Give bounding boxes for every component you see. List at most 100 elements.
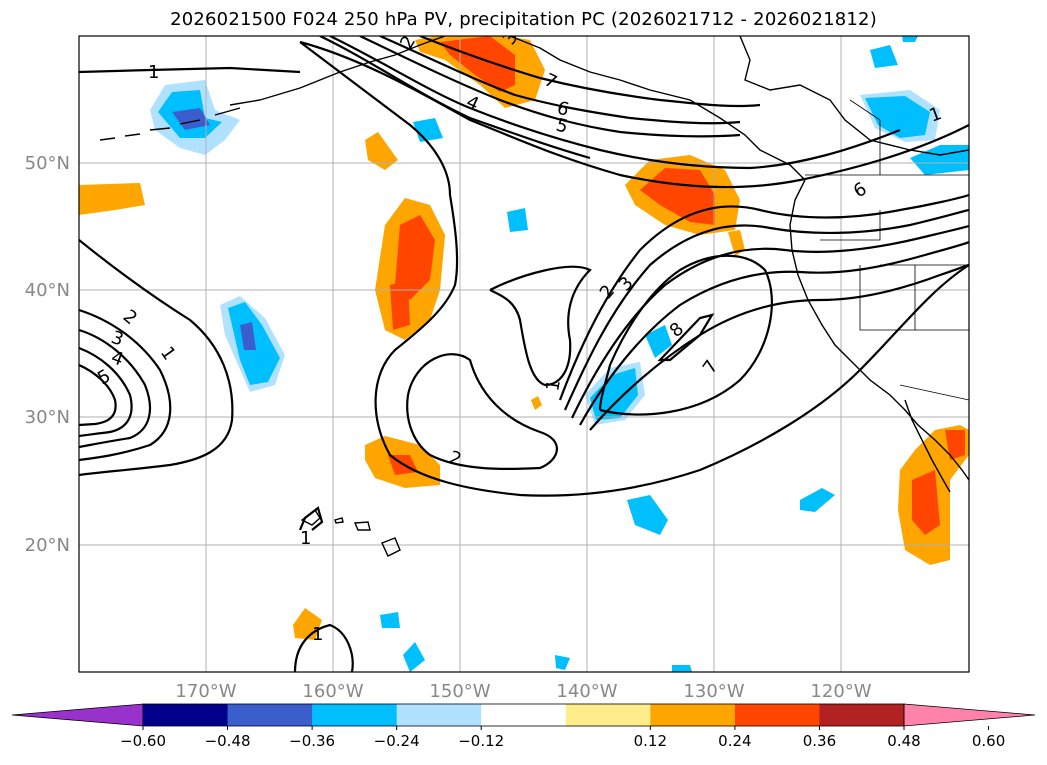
- pv-label: 1: [542, 378, 565, 393]
- pv-contour-high-7: [598, 254, 773, 416]
- coastlines: [99, 36, 969, 557]
- graticule: [79, 36, 969, 672]
- lon-label: 140°W: [556, 681, 617, 702]
- na-west-coast: [789, 179, 969, 481]
- pv-contour-cutoff-2: [79, 308, 172, 462]
- lat-labels: 50°N 40°N 30°N 20°N: [25, 153, 70, 556]
- precip-area-small-3: [870, 45, 898, 68]
- pv-contours: [79, 36, 969, 672]
- colorbar-extend-low: [11, 703, 144, 727]
- precip-area-small-8: [555, 655, 570, 670]
- precip-area-west-edge: [79, 183, 145, 215]
- colorbar-segment: [396, 704, 482, 726]
- pv-label: 1: [148, 62, 159, 83]
- province-borders: [849, 99, 881, 175]
- borders: [805, 99, 969, 401]
- mexico-border: [899, 384, 969, 401]
- precip-area-north-small: [365, 132, 398, 170]
- chart-title: 2026021500 F024 250 hPa PV, precipitatio…: [170, 9, 877, 30]
- pv-contour-1-north: [79, 66, 301, 74]
- colorbar-tick-label: 0.36: [803, 732, 836, 750]
- state-borders: [820, 210, 969, 331]
- colorbar-extend-high: [903, 703, 1036, 727]
- precip-area-west-cool-core2: [240, 322, 256, 350]
- colorbar-segment: [227, 704, 313, 726]
- lat-label: 40°N: [25, 280, 70, 301]
- lon-label: 160°W: [302, 681, 363, 702]
- colorbar-tick-label: −0.60: [120, 732, 166, 750]
- pv-contour-jet-4: [563, 208, 969, 411]
- canada-interior: [739, 36, 969, 156]
- pv-label: 1: [312, 624, 323, 645]
- pv-contour-jet-6: [579, 240, 969, 426]
- pv-label: 1: [300, 528, 311, 549]
- precip-area-front-cool-core: [590, 368, 638, 420]
- precip-area-small-6: [403, 642, 425, 672]
- pv-contour-high-8: [657, 313, 715, 362]
- lat-label: 50°N: [25, 153, 70, 174]
- pv-contour-cutoff-5: [79, 363, 117, 427]
- pv-contour-cutoff-4: [79, 346, 133, 438]
- precip-area-tiny: [531, 396, 542, 410]
- colorbar-tick-label: −0.24: [374, 732, 420, 750]
- colorbar-segment: [650, 704, 736, 726]
- pv-contour-jet-7: [589, 263, 969, 431]
- precip-area-california-small: [728, 230, 745, 256]
- precip-area-bering-core2: [172, 108, 210, 130]
- alaska-coastline: [229, 36, 446, 106]
- pv-contour-ridge-outer: [299, 41, 969, 497]
- baja-peninsula: [904, 399, 951, 493]
- colorbar-tick-label: −0.12: [458, 732, 504, 750]
- colorbar-segment: [565, 704, 651, 726]
- pv-contour-4: [329, 36, 901, 170]
- precip-area-small-5: [800, 488, 835, 512]
- colorbar-segment: [143, 704, 229, 726]
- pv-label: 5: [554, 115, 570, 138]
- lon-label: 120°W: [810, 681, 871, 702]
- pv-contour-jet-5: [571, 224, 969, 419]
- colorbar-tick-label: 0.60: [972, 732, 1005, 750]
- precip-area-small-9: [902, 36, 918, 42]
- pv-contour-trough-1: [489, 265, 592, 387]
- map-frame: [78, 35, 970, 673]
- pv-contour-small-1b: [293, 623, 354, 672]
- precip-area-bc-cool-core: [865, 96, 930, 138]
- lon-label: 170°W: [175, 681, 236, 702]
- pv-contour-cutoff-3: [79, 328, 152, 449]
- pv-contour-6: [379, 36, 741, 125]
- precip-area-small-2: [507, 208, 528, 232]
- precip-area-baja-core2: [945, 430, 965, 460]
- pv-label: 6: [555, 98, 571, 121]
- precip-area-baja-core: [912, 470, 940, 535]
- precip-area-small-10: [672, 665, 692, 672]
- pv-contour-cutoff-1: [79, 239, 234, 477]
- colorbar-segment: [312, 704, 398, 726]
- colorbar-outline: [142, 703, 905, 727]
- colorbar-tick-label: 0.24: [718, 732, 751, 750]
- pv-contour-small-1a: [298, 506, 324, 531]
- lon-label: 150°W: [429, 681, 490, 702]
- precip-area-small-7: [380, 612, 400, 628]
- colorbar: −0.60 −0.48 −0.36 −0.24 −0.12 0.12 0.24 0.36 0.4…: [11, 703, 1036, 750]
- pv-contour-trough-2: [406, 353, 558, 471]
- lat-label: 30°N: [25, 407, 70, 428]
- precip-area-mid-pacific-core: [395, 215, 435, 300]
- lon-label: 130°W: [683, 681, 744, 702]
- colorbar-segment: [734, 704, 820, 726]
- colorbar-tick-label: 0.12: [634, 732, 667, 750]
- colorbar-segment: [481, 704, 567, 726]
- colorbar-tick-label: −0.48: [205, 732, 251, 750]
- colorbar-tick-label: 0.48: [887, 732, 920, 750]
- pv-contour-7: [419, 36, 761, 108]
- pv-contour-jet-3: [558, 193, 969, 401]
- pv-contour-3: [319, 36, 591, 160]
- precip-area-front-cool2: [645, 325, 672, 358]
- lon-labels: 170°W 160°W 150°W 140°W 130°W 120°W: [175, 681, 871, 702]
- precip-area-mid-pacific-core2: [390, 280, 410, 330]
- colorbar-tick-label: −0.36: [289, 732, 335, 750]
- pv-contour-5: [359, 36, 741, 138]
- alaska-coastline-south: [509, 36, 806, 181]
- aleutian-islands: [99, 107, 241, 141]
- precip-area-small-4: [627, 495, 668, 535]
